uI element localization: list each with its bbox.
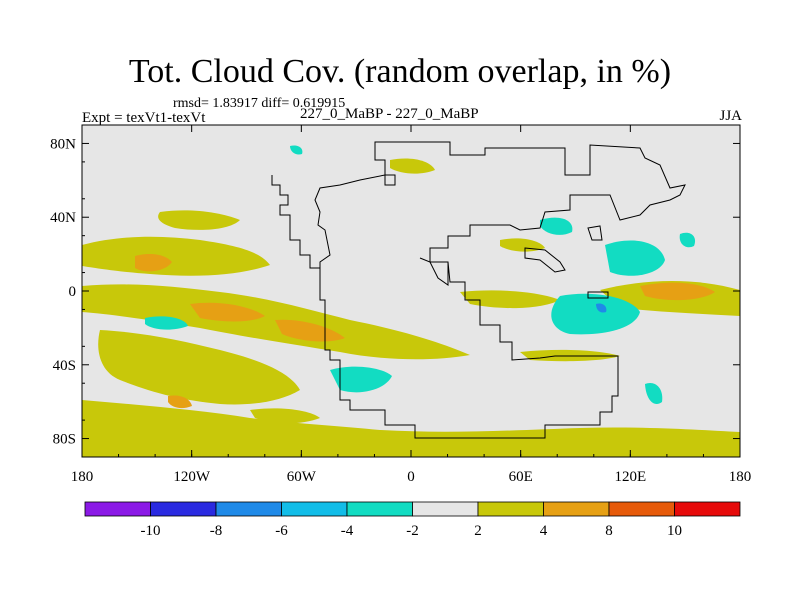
colorbar-label: 10 — [667, 523, 682, 539]
colorbar-label: 4 — [540, 523, 548, 539]
colorbar-swatch — [608, 501, 675, 517]
coastline — [419, 257, 449, 286]
anomaly-region — [290, 145, 303, 155]
x-tick-label: 60W — [287, 469, 317, 485]
colorbar-swatch — [215, 501, 282, 517]
anomaly-field — [82, 145, 740, 457]
y-tick-label: 40S — [53, 358, 76, 374]
stats-text: rmsd= 1.83917 diff= 0.619915 — [173, 96, 346, 111]
coastlines — [271, 141, 686, 439]
y-tick-label: 40N — [50, 210, 76, 226]
anomaly-region — [82, 236, 270, 276]
anomaly-region — [551, 293, 640, 335]
anomaly-region — [540, 217, 573, 235]
x-tick-label: 120E — [614, 469, 646, 485]
x-tick-label: 120W — [173, 469, 211, 485]
anomaly-region — [145, 316, 188, 330]
anomaly-region — [330, 366, 392, 393]
anomaly-region — [98, 330, 301, 405]
anomaly-region — [250, 408, 320, 424]
anomaly-region — [605, 240, 665, 276]
coastline — [524, 247, 566, 273]
x-tick-label: 180 — [71, 469, 94, 485]
anomaly-region — [158, 210, 240, 230]
colorbar-swatch — [84, 501, 151, 517]
colorbar-label: -4 — [341, 523, 354, 539]
axes-layer: 180 120W 60W 0 60E 120E 180 80N 40N 0 40S 80S — [50, 124, 752, 485]
coastline — [587, 291, 609, 299]
anomaly-region — [645, 382, 663, 404]
colorbar-swatch — [674, 501, 741, 517]
colorbar-swatch — [412, 501, 479, 517]
anomaly-region — [390, 158, 435, 174]
chart-title: Tot. Cloud Cov. (random overlap, in %) — [128, 53, 672, 90]
colorbar-label: -2 — [406, 523, 419, 539]
colorbar-label: 2 — [474, 523, 482, 539]
season-label: JJA — [719, 108, 742, 124]
colorbar-swatch — [543, 501, 610, 517]
colorbar-label: -6 — [275, 523, 288, 539]
experiment-label: Expt = texVt1-texVt — [82, 110, 206, 126]
colorbar-label: -10 — [141, 523, 161, 539]
anomaly-region — [640, 282, 715, 301]
anomaly-region — [500, 238, 545, 252]
anomaly-region — [460, 290, 560, 309]
colorbar-label: 8 — [605, 523, 613, 539]
colorbar-swatch — [150, 501, 217, 517]
anomaly-region — [168, 395, 192, 409]
anomaly-region — [596, 303, 607, 313]
period-label: 227_0_MaBP - 227_0_MaBP — [300, 106, 479, 122]
colorbar-swatch — [346, 501, 413, 517]
colorbar: -10 -8 -6 -4 -2 2 4 8 10 — [84, 501, 741, 539]
colorbar-label: -8 — [210, 523, 223, 539]
coastline — [271, 141, 686, 439]
anomaly-region — [190, 302, 265, 322]
y-tick-label: 80S — [53, 432, 76, 448]
anomaly-region — [135, 254, 172, 272]
coastline — [587, 225, 603, 241]
colorbar-swatch — [281, 501, 348, 517]
anomaly-region — [679, 232, 696, 248]
anomaly-region — [275, 319, 345, 342]
colorbar-swatch — [477, 501, 544, 517]
y-tick-label: 80N — [50, 136, 76, 152]
y-tick-label: 0 — [69, 284, 77, 300]
anomaly-region — [82, 400, 740, 457]
x-tick-label: 60E — [509, 469, 533, 485]
x-tick-label: 180 — [729, 469, 752, 485]
x-tick-label: 0 — [407, 469, 415, 485]
